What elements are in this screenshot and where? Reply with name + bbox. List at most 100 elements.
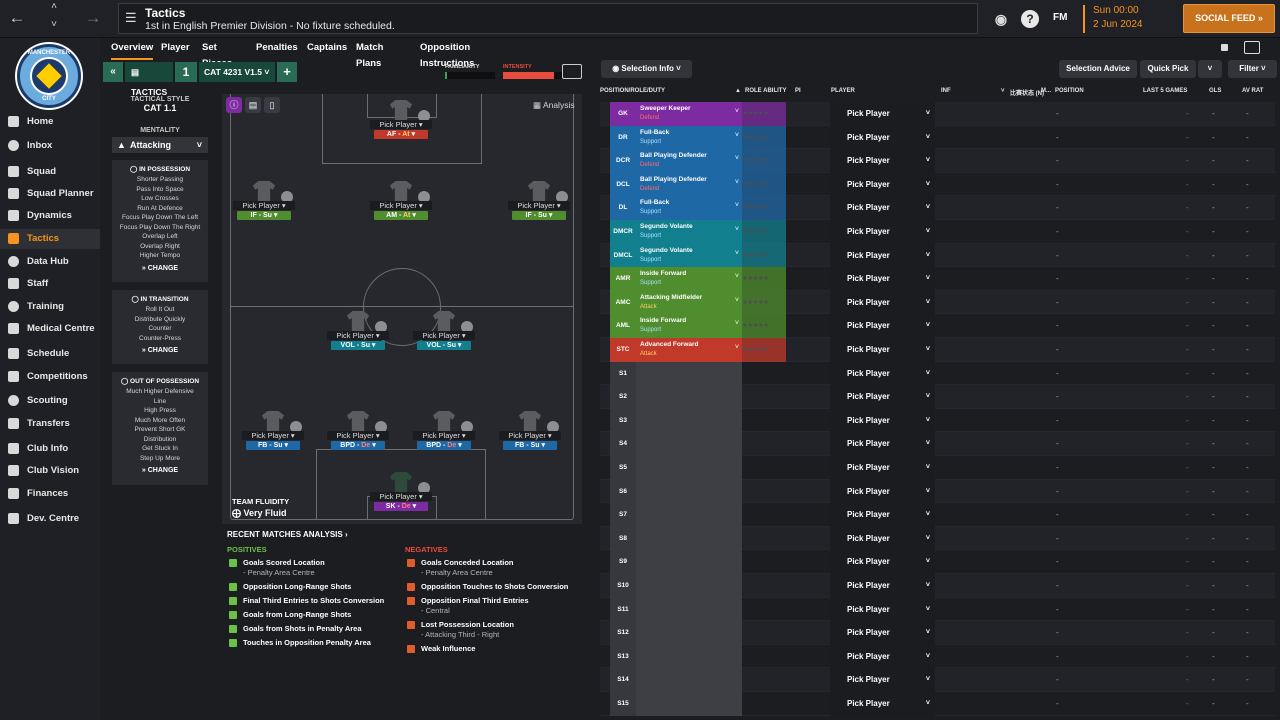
role-duty-cell[interactable]: Full-Back Support ˅ [636,196,742,220]
pick-player-dropdown[interactable]: Pick Player ˅ [830,149,935,173]
sidebar-item-medical-centre[interactable]: Medical Centre [0,319,100,339]
table-row[interactable]: S4 Pick Player ˅ - - - - [600,432,1275,456]
table-row[interactable]: DL Full-Back Support ˅ ★★★★★ Pick Player ˅ - - - - [600,196,1275,220]
role-duty-cell[interactable]: Advanced Forward Attack ˅ [636,338,742,362]
filter-dropdown[interactable]: Filter ˅ [1228,60,1277,78]
pitch-slot-amc[interactable]: Pick Player ▾ AM - At ▾ [370,181,432,221]
role-duty-cell[interactable] [636,361,742,386]
sidebar-item-data-hub[interactable]: Data Hub [0,252,100,272]
tab-opposition-instructions[interactable]: Opposition Instructions [420,42,475,69]
forward-arrow-icon[interactable]: → [84,8,102,27]
role-duty-cell[interactable] [636,456,742,480]
table-row[interactable]: S6 Pick Player ˅ - - - - [600,479,1275,504]
pitch-slot-amr[interactable]: Pick Player ▾ IF - Su ▾ [508,181,570,221]
role-duty-cell[interactable] [636,432,742,456]
table-row[interactable]: S14 Pick Player ˅ - - - - [600,668,1275,692]
selection-advice-button[interactable]: Selection Advice [1059,60,1137,78]
pick-player-label[interactable]: Pick Player ▾ [413,331,475,340]
role-duty-cell[interactable]: Inside Forward Support ˅ [636,314,742,338]
role-duty-cell[interactable]: Segundo Volante Support ˅ [636,220,742,244]
sidebar-item-finances[interactable]: Finances [0,484,100,504]
sidebar-item-club-info[interactable]: Club Info [0,439,100,459]
role-duty-cell[interactable]: Segundo Volante Support ˅ [636,243,742,268]
game-date[interactable]: Sun 00:00 2 Jun 2024 [1083,5,1173,33]
in-transition-change-button[interactable]: » CHANGE [141,347,179,354]
role-duty-cell[interactable]: Attacking Midfielder Attack ˅ [636,290,742,315]
info-view-icon[interactable]: ⓘ [226,97,242,113]
role-duty-cell[interactable]: Full-Back Support ˅ [636,125,742,150]
pick-player-dropdown[interactable]: Pick Player ˅ [830,125,935,150]
positive-item[interactable]: Opposition Long-Range Shots [227,582,417,592]
pick-player-dropdown[interactable]: Pick Player ˅ [830,290,935,315]
pitch-slot-aml[interactable]: Pick Player ▾ IF - Su ▾ [233,181,295,221]
pick-player-label[interactable]: Pick Player ▾ [327,331,389,340]
pick-player-dropdown[interactable]: Pick Player ˅ [830,692,935,716]
pick-player-dropdown[interactable]: Pick Player ˅ [830,243,935,268]
role-duty-cell[interactable] [636,692,742,716]
pick-player-label[interactable]: Pick Player ▾ [327,431,389,440]
col-role-ability[interactable]: ROLE ABILITY [745,88,787,94]
sidebar-item-training[interactable]: Training [0,297,100,317]
pick-player-label[interactable]: Pick Player ▾ [499,431,561,440]
pitch-slot-dmcl[interactable]: Pick Player ▾ VOL - Su ▾ [327,311,389,351]
tactic-name-dropdown[interactable]: CAT 4231 V1.5 ˅ [199,62,275,82]
role-badge[interactable]: BPD - De ▾ [417,441,471,450]
pitch-slot-gk[interactable]: Pick Player ▾ SK - De ▾ [370,472,432,512]
chevron-up-icon[interactable]: ˄ [51,1,57,12]
tab-match-plans[interactable]: Match Plans [356,42,384,69]
col-position[interactable]: POSITION [1055,88,1084,94]
view-toggle-icon[interactable] [1244,41,1260,54]
help-icon[interactable]: ? [1021,10,1039,28]
role-badge[interactable]: VOL - Su ▾ [417,341,471,350]
col-last-5-games[interactable]: LAST 5 GAMES [1143,88,1188,94]
sort-desc-icon[interactable]: ˅ [1001,88,1005,94]
team-icon[interactable]: ◉ [992,10,1010,28]
sidebar-item-schedule[interactable]: Schedule [0,344,100,364]
role-badge[interactable]: IF - Su ▾ [237,211,291,220]
table-row[interactable]: S8 Pick Player ˅ - - - - [600,526,1275,551]
table-row[interactable]: S2 Pick Player ˅ - - - - [600,385,1275,409]
stats-view-icon[interactable]: ▤ [245,97,261,113]
pick-player-label[interactable]: Pick Player ▾ [413,431,475,440]
pick-player-dropdown[interactable]: Pick Player ˅ [830,314,935,338]
role-badge[interactable]: FB - Su ▾ [503,441,557,450]
lock-icon[interactable] [1221,44,1228,51]
sidebar-item-transfers[interactable]: Transfers [0,414,100,434]
col-av-rat[interactable]: AV RAT [1242,88,1264,94]
sidebar-item-tactics[interactable]: Tactics [0,229,100,249]
sidebar-item-home[interactable]: Home [0,112,100,132]
pick-player-dropdown[interactable]: Pick Player ˅ [830,644,935,669]
col-inf[interactable]: INF [941,88,951,94]
role-badge[interactable]: VOL - Su ▾ [331,341,385,350]
tab-player[interactable]: Player [161,42,190,53]
role-duty-cell[interactable] [636,503,742,527]
role-duty-cell[interactable] [636,385,742,409]
role-badge[interactable]: AF - At ▾ [374,130,428,139]
positive-item[interactable]: Touches in Opposition Penalty Area [227,638,417,648]
pick-player-dropdown[interactable]: Pick Player ˅ [830,550,935,574]
pick-player-dropdown[interactable]: Pick Player ˅ [830,503,935,527]
role-duty-cell[interactable]: Ball Playing Defender Defend ˅ [636,172,742,197]
in-possession-change-button[interactable]: » CHANGE [141,264,179,272]
add-tactic-button[interactable]: + [277,62,297,82]
role-badge[interactable]: FB - Su ▾ [246,441,300,450]
table-row[interactable]: GK Sweeper Keeper Defend ˅ ★★★★★ Pick Player ˅… [600,102,1275,126]
sidebar-item-squad-planner[interactable]: Squad Planner [0,184,100,204]
sidebar-item-inbox[interactable]: Inbox [0,136,100,156]
positive-item[interactable]: Final Third Entries to Shots Conversion [227,596,417,606]
pick-player-label[interactable]: Pick Player ▾ [508,201,570,210]
role-duty-cell[interactable]: Ball Playing Defender Defend ˅ [636,149,742,173]
back-arrow-icon[interactable]: ← [8,8,26,27]
role-view-icon[interactable]: ▯ [264,97,280,113]
col-m[interactable]: M... [1041,88,1051,94]
pick-player-dropdown[interactable]: Pick Player ˅ [830,220,935,244]
pick-player-label[interactable]: Pick Player ▾ [242,431,304,440]
pick-player-dropdown[interactable]: Pick Player ˅ [830,408,935,433]
table-row[interactable]: AMC Attacking Midfielder Attack ˅ ★★★★★ Pick … [600,290,1275,315]
role-duty-cell[interactable] [636,597,742,622]
table-row[interactable]: DCL Ball Playing Defender Defend ˅ ★★★★★ Pick… [600,172,1275,197]
sort-icon[interactable]: ▲ [735,88,741,94]
negative-item[interactable]: Lost Possession Location - Attacking Thir… [405,620,595,640]
pick-player-dropdown[interactable]: Pick Player ˅ [830,361,935,386]
quick-pick-button[interactable]: Quick Pick [1140,60,1196,78]
